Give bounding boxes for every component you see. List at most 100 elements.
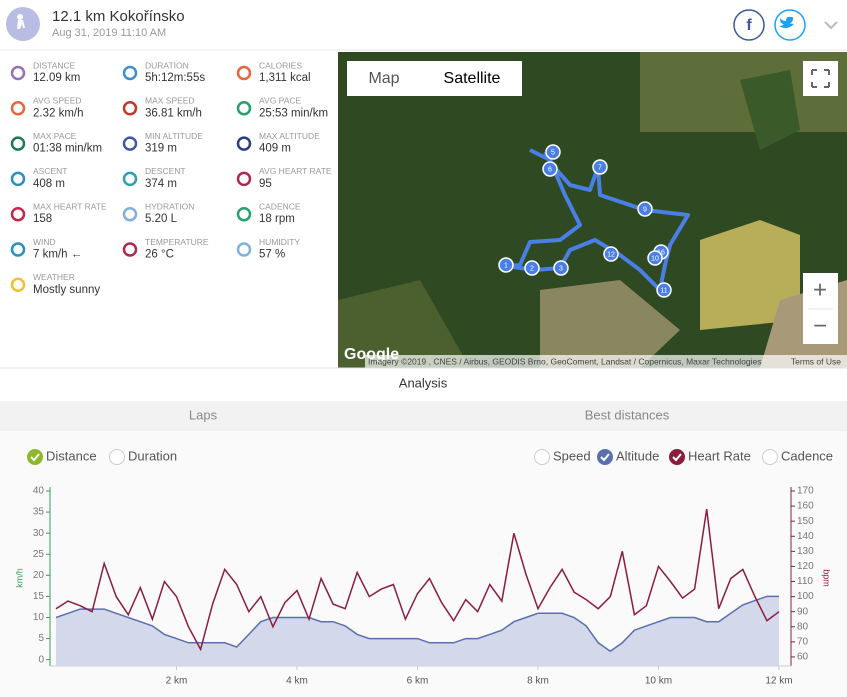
- check-glyph: [30, 453, 40, 462]
- y-tick-label: 25: [33, 549, 45, 560]
- route-marker-label: 16: [657, 249, 665, 256]
- stat-label: MIN ALTITUDE: [145, 131, 203, 141]
- route-marker: [498, 257, 514, 273]
- route-marker: [637, 201, 653, 217]
- series-line: [55, 508, 780, 652]
- field: [338, 280, 470, 368]
- fullscreen-glyph: [811, 69, 830, 88]
- toggle-checkbox[interactable]: [597, 449, 613, 465]
- stat-value: 5h:12m:55s: [145, 72, 205, 84]
- stat-label: AVG SPEED: [33, 96, 82, 106]
- twitter-glyph: [779, 16, 794, 29]
- map-tab-label: Map: [368, 70, 399, 87]
- toggle-label[interactable]: Cadence: [781, 448, 833, 463]
- y2-tick-label: 90: [797, 606, 809, 617]
- stat-value: 36.81 km/h: [145, 107, 202, 119]
- x-tick-label: 10 km: [645, 676, 672, 687]
- stat-value: 25:53 min/km: [259, 107, 328, 119]
- y-tick-label: 20: [33, 570, 45, 581]
- y-tick-label: 5: [38, 633, 44, 644]
- stat-icon: [236, 101, 252, 116]
- route-marker-label: 9: [643, 206, 647, 213]
- toggle-checkbox[interactable]: [109, 449, 125, 465]
- stat-value: 2.32 km/h: [33, 107, 84, 119]
- y2-tick-label: 140: [797, 531, 814, 542]
- y-tick-label: 40: [33, 486, 45, 497]
- stat-label: MAX SPEED: [145, 96, 195, 106]
- stat-icon: [236, 171, 252, 187]
- field: [700, 220, 800, 330]
- y2-tick-label: 70: [797, 637, 809, 648]
- stat-label: CALORIES: [259, 60, 302, 70]
- best-distances-tab[interactable]: Best distances: [585, 407, 670, 422]
- y-tick-label: 35: [33, 507, 45, 518]
- activity-title: 12.1 km Kokořínsko: [52, 8, 185, 25]
- expand-chevron[interactable]: [824, 21, 838, 30]
- toggle-label[interactable]: Distance: [46, 448, 97, 463]
- stat-value: 01:38 min/km: [33, 143, 102, 155]
- stat-icon: [122, 206, 138, 222]
- stat-value: 374 m: [145, 178, 177, 190]
- stat-value: 408 m: [33, 178, 65, 190]
- x-tick-label: 12 km: [765, 676, 792, 687]
- check-glyph: [672, 453, 682, 462]
- route-marker-label: 2: [530, 265, 534, 272]
- attribution-bar: [365, 355, 847, 368]
- toggle-label[interactable]: Speed: [553, 448, 591, 463]
- toggle-checkbox[interactable]: [762, 449, 778, 465]
- stat-value: 18 rpm: [259, 213, 295, 225]
- y-axis-title: km/h: [14, 568, 24, 588]
- route-marker-label: 3: [559, 265, 563, 272]
- terms-link[interactable]: Terms of Use: [791, 356, 841, 366]
- x-tick-label: 2 km: [166, 676, 188, 687]
- stat-label: HUMIDITY: [259, 237, 300, 247]
- map-tab[interactable]: [347, 61, 422, 96]
- stat-label: MAX ALTITUDE: [259, 131, 320, 141]
- stat-icon: [10, 136, 26, 151]
- facebook-button[interactable]: [733, 9, 765, 41]
- route-marker: [603, 246, 619, 262]
- stat-icon: [10, 277, 26, 293]
- stat-value: 1,311 kcal: [259, 72, 311, 84]
- stat-label: MAX PACE: [33, 131, 77, 141]
- y2-tick-label: 150: [797, 516, 814, 527]
- route-marker: [542, 161, 558, 177]
- toggle-checkbox[interactable]: [534, 449, 550, 465]
- zoom-out[interactable]: −: [813, 312, 827, 339]
- stat-label: WEATHER: [33, 272, 75, 282]
- zoom-in[interactable]: +: [813, 276, 827, 303]
- route-marker-label: 1: [504, 262, 508, 269]
- toggle-checkbox[interactable]: [669, 449, 685, 465]
- facebook-glyph: f: [746, 17, 752, 34]
- toggle-label[interactable]: Duration: [128, 448, 177, 463]
- stat-icon: [10, 101, 26, 116]
- stat-value: 12.09 km: [33, 72, 80, 84]
- route-marker-label: 5: [551, 149, 555, 156]
- analysis-title: Analysis: [399, 375, 448, 390]
- stat-label: MAX HEART RATE: [33, 201, 107, 211]
- stat-label: DURATION: [145, 60, 189, 70]
- route-marker-label: 6: [548, 166, 552, 173]
- x-tick-label: 6 km: [407, 676, 429, 687]
- satellite-tab[interactable]: [422, 61, 522, 96]
- stat-label: AVG PACE: [259, 96, 302, 106]
- stat-icon: [10, 65, 26, 81]
- toggle-label[interactable]: Altitude: [616, 448, 659, 463]
- stat-icon: [236, 65, 252, 81]
- tabs-bar: [0, 401, 847, 431]
- laps-tab[interactable]: Laps: [189, 407, 218, 422]
- stat-icon: [236, 136, 252, 151]
- map: Map Satellite + − Google Imagery ©2019 ,…: [338, 52, 847, 368]
- stat-value: 7 km/h ←: [33, 249, 82, 261]
- y-tick-label: 10: [33, 612, 45, 623]
- map-attribution: Imagery ©2019 , CNES / Airbus, GEODIS Br…: [368, 356, 762, 366]
- stat-icon: [236, 242, 252, 257]
- fullscreen-button[interactable]: [803, 61, 838, 96]
- stat-value: 319 m: [145, 143, 177, 155]
- toggle-label[interactable]: Heart Rate: [688, 448, 751, 463]
- stat-value: 409 m: [259, 143, 291, 155]
- stat-icon: [122, 136, 138, 151]
- toggle-checkbox[interactable]: [27, 449, 43, 465]
- x-tick-label: 4 km: [286, 676, 308, 687]
